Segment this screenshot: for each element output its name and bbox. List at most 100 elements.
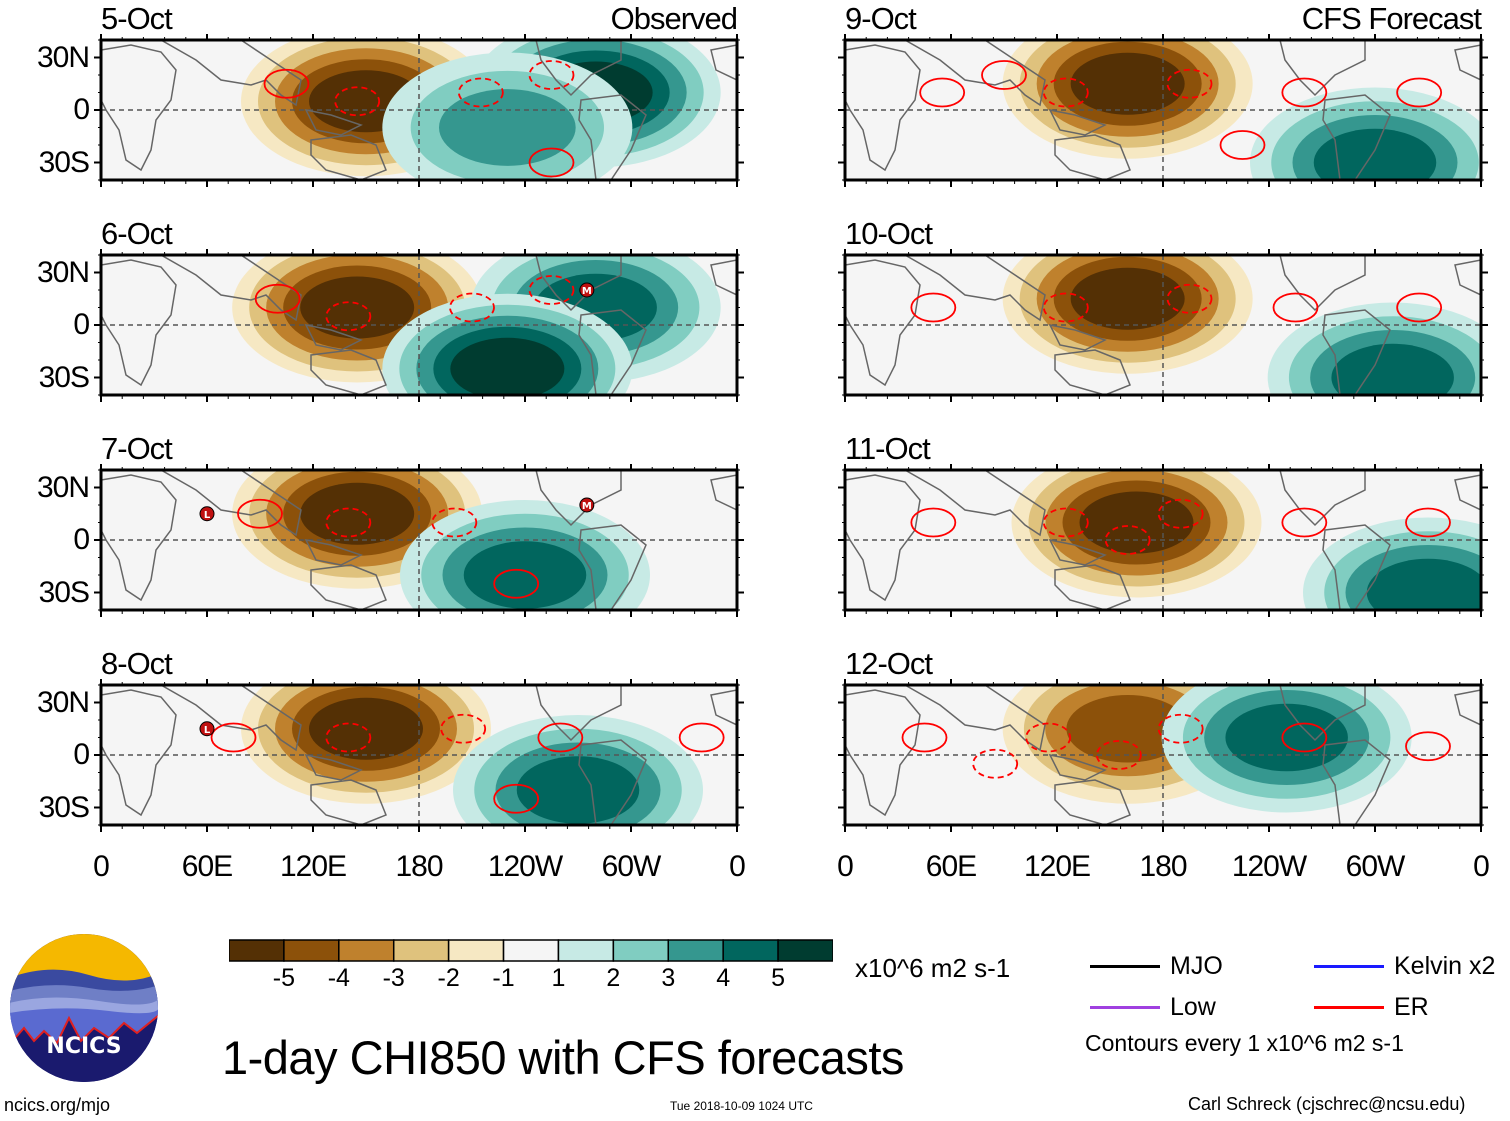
coastline — [710, 474, 737, 511]
colorbar-label: -2 — [437, 964, 460, 992]
coastline — [578, 94, 647, 180]
map-panel: 12-Oct — [838, 648, 1488, 832]
map-plot — [94, 34, 744, 187]
x-tick-label: 60E — [925, 850, 977, 883]
coastline — [845, 259, 921, 387]
y-tick-label: 30N — [36, 470, 90, 504]
anomaly-shading — [1070, 52, 1185, 115]
y-tick-label: 0 — [73, 308, 90, 341]
y-tick-label: 0 — [73, 93, 90, 126]
er-contour-dashed — [1042, 292, 1089, 323]
anomaly-shading — [1070, 267, 1185, 330]
x-tick-label: 180 — [1139, 850, 1187, 883]
colorbar-swatch — [722, 939, 779, 962]
coastline — [578, 524, 647, 610]
er-contour-dashed — [1157, 713, 1204, 744]
panel-date: 9-Oct — [845, 1, 917, 36]
map-plot: LM — [94, 464, 744, 617]
anomaly-shading — [1366, 558, 1481, 610]
er-contour-solid — [528, 147, 575, 178]
legend-label: ER — [1394, 993, 1429, 1021]
anomaly-shading — [1313, 128, 1437, 180]
y-tick-label: 30S — [38, 145, 90, 179]
colorbar-label: -4 — [327, 964, 350, 992]
site-link[interactable]: ncics.org/mjo — [4, 1095, 111, 1115]
coastline — [1322, 739, 1391, 825]
colorbar — [229, 939, 833, 962]
coastline — [903, 685, 1046, 752]
anomaly-shading — [300, 482, 415, 545]
coastline — [535, 685, 622, 742]
map-panel: 11-Oct — [838, 433, 1488, 617]
colorbar-label: -1 — [492, 964, 515, 992]
colorbar-swatch — [447, 939, 505, 962]
legend-label: Low — [1170, 993, 1216, 1021]
map-panel: 10-Oct — [838, 218, 1488, 402]
x-tick-label: 120W — [1231, 850, 1307, 883]
coastline — [159, 685, 302, 752]
er-contour-solid — [1405, 731, 1451, 762]
chart-title: 1-day CHI850 with CFS forecasts — [222, 1031, 904, 1084]
coastline — [845, 474, 921, 602]
er-contour-solid — [537, 722, 584, 753]
coastline — [710, 689, 737, 726]
colorbar-swatch — [338, 939, 395, 962]
panel-date: 12-Oct — [845, 646, 933, 681]
er-contour-solid — [1405, 507, 1451, 538]
x-tick-label: 120W — [487, 850, 563, 883]
coastline — [159, 255, 302, 322]
anomaly-shading — [516, 756, 640, 824]
anomaly-shading — [439, 89, 576, 166]
coastline — [1054, 349, 1131, 395]
panel-date: 7-Oct — [101, 431, 173, 466]
coastline — [310, 564, 387, 610]
anomaly-shading — [1331, 343, 1454, 395]
er-contour-dashed — [431, 507, 478, 538]
coastline — [1279, 470, 1366, 527]
er-contour-solid — [1281, 77, 1328, 108]
er-contour-solid — [237, 498, 283, 529]
er-contour-solid — [1272, 292, 1319, 323]
coastline — [535, 470, 622, 527]
coastline — [903, 40, 1046, 107]
anomaly-shading — [300, 276, 415, 339]
er-contour-solid — [1396, 292, 1443, 323]
legend-line-er — [1314, 1006, 1384, 1009]
er-contour-solid — [493, 783, 540, 814]
colorbar-swatch — [557, 939, 615, 962]
contour-note: Contours every 1 x10^6 m2 s-1 — [1085, 1030, 1404, 1056]
er-contour-dashed — [325, 507, 372, 538]
colorbar-label: 5 — [771, 964, 786, 992]
map-panel: 6-Oct M 30N 0 30S — [37, 218, 744, 402]
anomaly-shading — [463, 541, 587, 609]
tc-letter: M — [582, 286, 592, 297]
coastline — [1454, 689, 1481, 726]
x-tick-label: 60W — [601, 850, 662, 883]
y-tick-label: 30S — [38, 790, 90, 824]
coastline — [535, 255, 622, 312]
coastline — [710, 44, 737, 81]
er-contour-dashed — [1166, 283, 1213, 314]
map-panel: 5-Oct Observed 30N 0 30S — [37, 3, 744, 187]
er-contour-dashed — [1157, 498, 1204, 529]
coastline — [1279, 40, 1366, 97]
colorbar-swatch — [502, 939, 560, 962]
er-contour-solid — [493, 568, 540, 599]
er-contour-dashed — [528, 275, 575, 305]
coastline — [101, 474, 177, 602]
legend-label: MJO — [1170, 952, 1223, 980]
coastline — [1054, 564, 1131, 610]
panel-date: 10-Oct — [845, 216, 933, 251]
tc-letter: L — [204, 725, 211, 736]
colorbar-units: x10^6 m2 s-1 — [855, 953, 1011, 983]
coastline — [159, 40, 302, 107]
coastline — [1054, 779, 1131, 825]
legend-line-low — [1090, 1006, 1160, 1009]
er-contour-solid — [678, 722, 725, 753]
er-contour-solid — [210, 722, 257, 753]
er-contour-dashed — [1042, 77, 1089, 108]
x-tick-label: 0 — [729, 850, 746, 883]
colorbar-swatch — [667, 939, 724, 962]
map-plot: L — [94, 679, 744, 832]
coastline — [101, 259, 177, 387]
